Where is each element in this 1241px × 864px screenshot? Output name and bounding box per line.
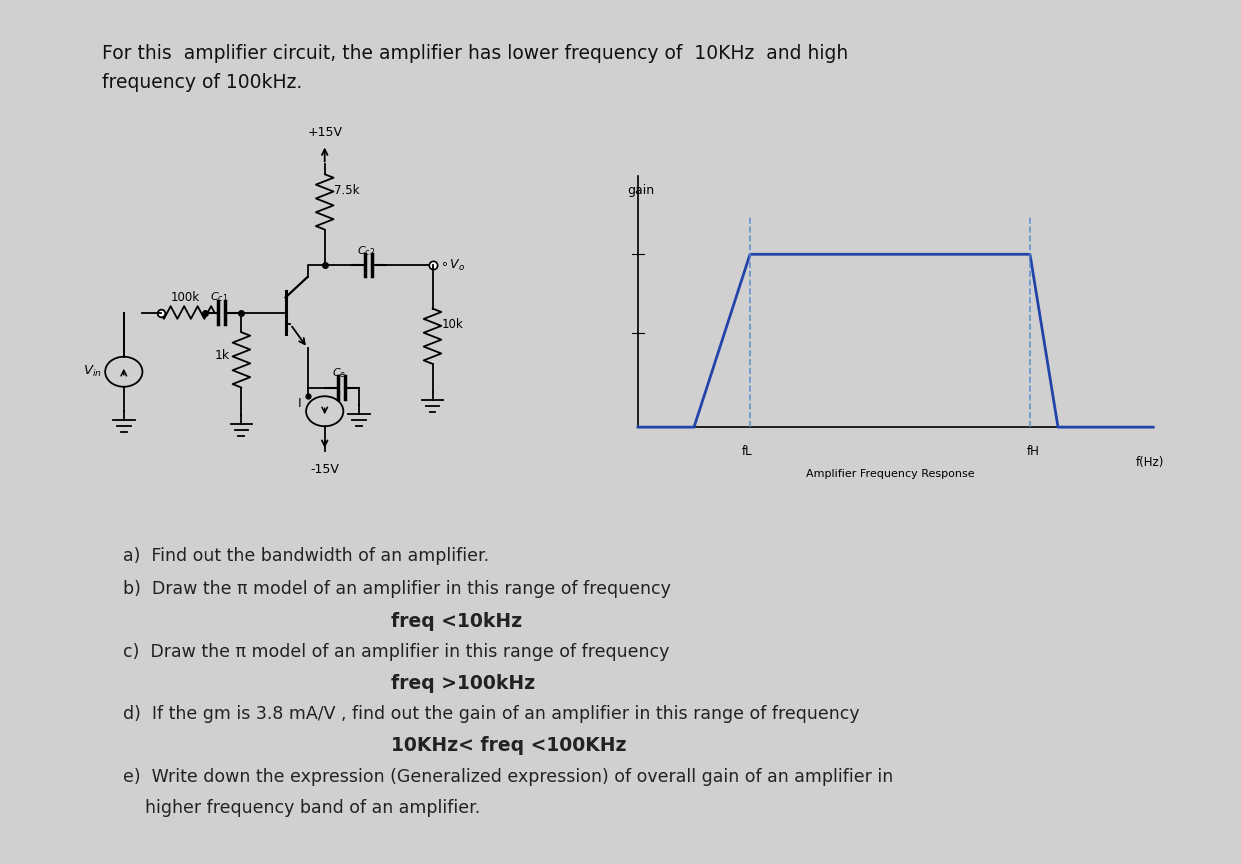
- Text: d)  If the gm is 3.8 mA/V , find out the gain of an amplifier in this range of f: d) If the gm is 3.8 mA/V , find out the …: [123, 705, 860, 723]
- Text: fL: fL: [742, 446, 752, 459]
- Text: +15V: +15V: [308, 125, 343, 139]
- Text: 1k: 1k: [215, 349, 230, 363]
- Text: frequency of 100kHz.: frequency of 100kHz.: [102, 73, 303, 92]
- Text: $V_{in}$: $V_{in}$: [82, 365, 102, 379]
- Text: Amplifier Frequency Response: Amplifier Frequency Response: [805, 469, 974, 480]
- Text: $\circ\,V_o$: $\circ\,V_o$: [439, 257, 465, 273]
- Text: freq <10kHz: freq <10kHz: [391, 612, 521, 631]
- Text: -15V: -15V: [310, 462, 339, 475]
- Text: f(Hz): f(Hz): [1136, 456, 1164, 469]
- Text: I: I: [298, 397, 302, 410]
- Text: fH: fH: [1026, 446, 1039, 459]
- Text: 7.5k: 7.5k: [334, 183, 359, 196]
- Text: gain: gain: [627, 183, 654, 197]
- Text: a)  Find out the bandwidth of an amplifier.: a) Find out the bandwidth of an amplifie…: [123, 547, 489, 565]
- Text: 100k: 100k: [170, 291, 200, 304]
- Text: freq >100kHz: freq >100kHz: [391, 674, 535, 693]
- Text: higher frequency band of an amplifier.: higher frequency band of an amplifier.: [145, 799, 480, 816]
- Text: b)  Draw the π model of an amplifier in this range of frequency: b) Draw the π model of an amplifier in t…: [123, 581, 671, 599]
- Text: $C_e$: $C_e$: [333, 365, 346, 379]
- Text: 10k: 10k: [442, 318, 463, 331]
- Text: For this  amplifier circuit, the amplifier has lower frequency of  10KHz  and hi: For this amplifier circuit, the amplifie…: [102, 44, 849, 63]
- Text: 10KHz< freq <100KHz: 10KHz< freq <100KHz: [391, 736, 625, 755]
- Text: c)  Draw the π model of an amplifier in this range of frequency: c) Draw the π model of an amplifier in t…: [123, 643, 670, 661]
- Text: e)  Write down the expression (Generalized expression) of overall gain of an amp: e) Write down the expression (Generalize…: [123, 767, 894, 785]
- Text: $C_{c2}$: $C_{c2}$: [357, 244, 376, 257]
- Text: $C_{c1}$: $C_{c1}$: [210, 289, 228, 303]
